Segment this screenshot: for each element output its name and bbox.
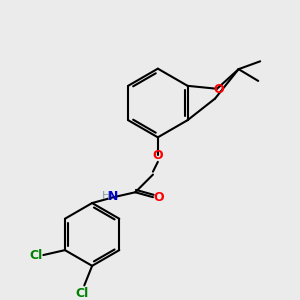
- Text: N: N: [107, 190, 118, 203]
- Text: O: O: [214, 83, 224, 96]
- Text: O: O: [154, 191, 164, 204]
- Text: Cl: Cl: [29, 248, 42, 262]
- Text: H: H: [102, 191, 110, 201]
- Text: Cl: Cl: [76, 287, 89, 300]
- Text: O: O: [152, 149, 163, 163]
